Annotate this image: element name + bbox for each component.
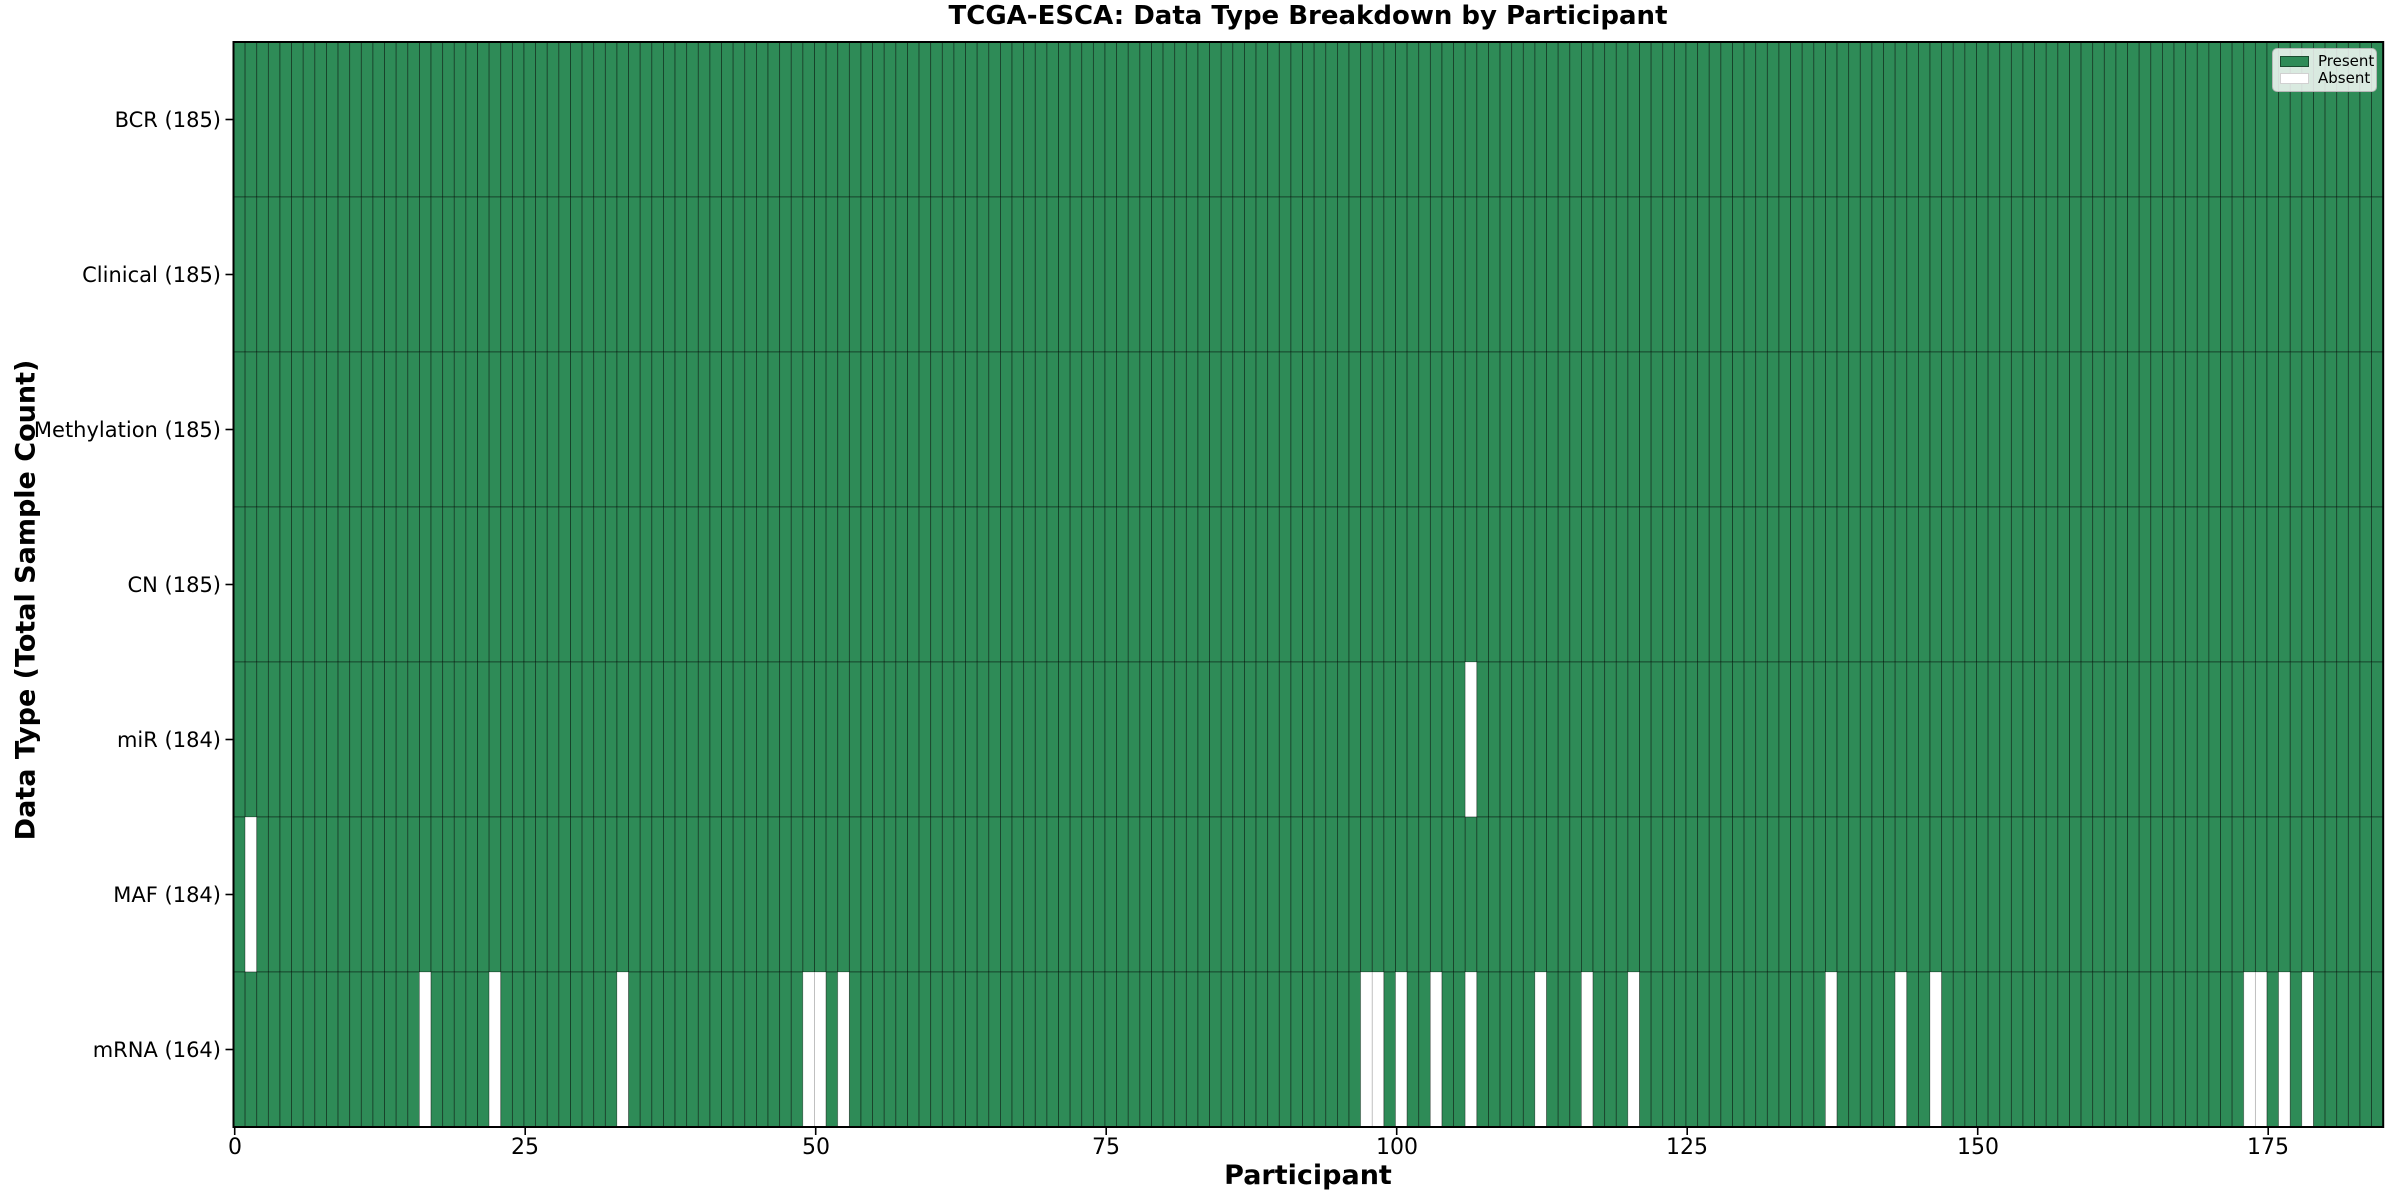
x-tick-label: 25 [511,1135,539,1160]
legend-label-absent: Absent [2318,69,2371,87]
y-tick-label: MAF (184) [113,883,221,907]
y-tick-label: miR (184) [116,728,221,752]
legend: Present Absent [2272,48,2377,92]
chart-title: TCGA-ESCA: Data Type Breakdown by Partic… [948,1,1668,31]
x-tick-label: 0 [228,1135,242,1160]
x-tick-label: 100 [1376,1135,1418,1160]
y-tick-label: BCR (185) [114,108,221,132]
x-tick-label: 50 [802,1135,830,1160]
x-axis-label: Participant [1224,1160,1392,1191]
legend-swatch-absent-icon [2280,73,2309,84]
legend-label-present: Present [2318,52,2375,70]
y-tick-label: CN (185) [127,573,221,597]
y-tick-label: Methylation (185) [33,418,221,442]
x-tick-label: 75 [1092,1135,1120,1160]
legend-item-present: Present [2280,54,2374,69]
y-tick-label: mRNA (164) [92,1038,221,1062]
legend-item-absent: Absent [2280,69,2371,87]
x-tick-label: 150 [1957,1135,1999,1160]
y-tick-label: Clinical (185) [82,263,221,287]
x-tick-label: 125 [1666,1135,1708,1160]
legend-swatch-present-icon [2280,56,2309,67]
x-tick-label: 175 [2247,1135,2289,1160]
